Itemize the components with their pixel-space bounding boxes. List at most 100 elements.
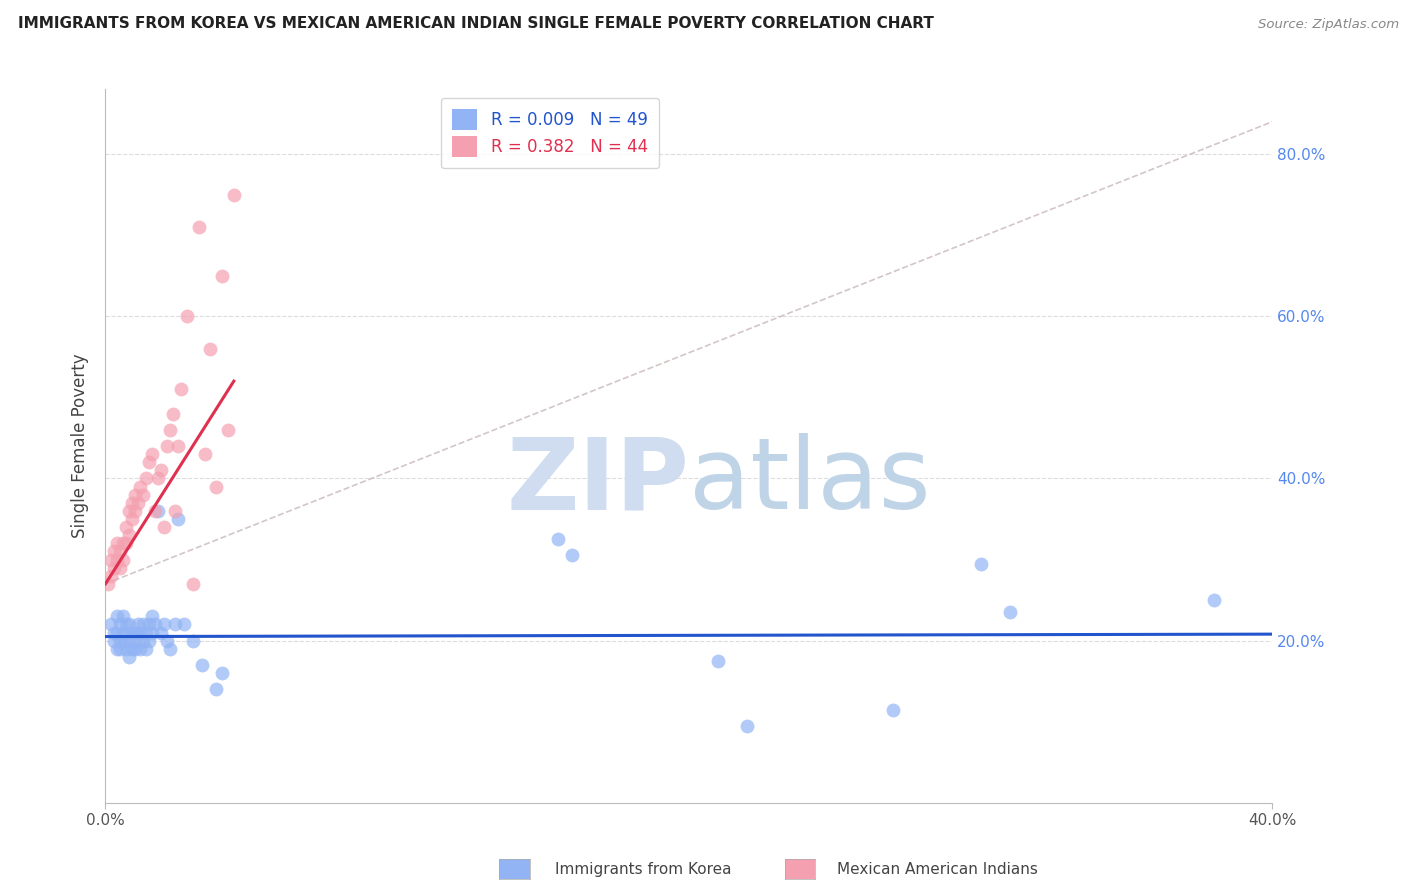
Point <box>121 641 143 656</box>
Point <box>153 520 174 534</box>
Point <box>181 633 204 648</box>
Point <box>205 479 228 493</box>
Point <box>181 577 204 591</box>
Point <box>141 625 163 640</box>
Point <box>105 625 128 640</box>
Point <box>105 641 128 656</box>
Point <box>162 407 184 421</box>
Point <box>969 557 991 571</box>
Point <box>141 609 163 624</box>
Point <box>156 439 179 453</box>
Point <box>121 512 143 526</box>
Point <box>138 633 160 648</box>
Point <box>108 641 131 656</box>
Point <box>135 641 157 656</box>
Point <box>111 625 134 640</box>
Point <box>108 633 131 648</box>
Point <box>173 617 195 632</box>
Point <box>132 488 155 502</box>
Point <box>167 512 190 526</box>
Text: Mexican American Indians: Mexican American Indians <box>837 863 1038 877</box>
Point <box>103 625 125 640</box>
Point <box>124 633 146 648</box>
Text: ZIP: ZIP <box>506 434 689 530</box>
Point <box>153 617 174 632</box>
Point <box>105 609 128 624</box>
Point <box>159 423 181 437</box>
Point <box>156 633 179 648</box>
Point <box>129 641 152 656</box>
Point <box>149 625 172 640</box>
Point <box>121 496 143 510</box>
Point <box>146 504 169 518</box>
Point <box>103 544 125 558</box>
Point <box>146 471 169 485</box>
Point <box>118 649 141 664</box>
Point <box>129 625 152 640</box>
Point <box>108 617 131 632</box>
Point <box>118 528 141 542</box>
Point <box>111 609 134 624</box>
Point <box>105 552 128 566</box>
Point <box>115 520 138 534</box>
Point <box>115 536 138 550</box>
Point <box>111 552 134 566</box>
Text: Immigrants from Korea: Immigrants from Korea <box>555 863 733 877</box>
Point <box>124 641 146 656</box>
Point <box>97 577 120 591</box>
Point <box>118 504 141 518</box>
Point <box>124 488 146 502</box>
Point <box>100 617 122 632</box>
Point <box>187 220 209 235</box>
Point <box>103 560 125 574</box>
Point <box>222 187 245 202</box>
Text: IMMIGRANTS FROM KOREA VS MEXICAN AMERICAN INDIAN SINGLE FEMALE POVERTY CORRELATI: IMMIGRANTS FROM KOREA VS MEXICAN AMERICA… <box>18 16 934 31</box>
Point <box>149 463 172 477</box>
Point <box>547 533 569 547</box>
Point <box>135 471 157 485</box>
Legend: R = 0.009   N = 49, R = 0.382   N = 44: R = 0.009 N = 49, R = 0.382 N = 44 <box>440 97 659 169</box>
Point <box>127 625 149 640</box>
Point <box>882 702 904 716</box>
Point <box>100 552 122 566</box>
Point <box>135 625 157 640</box>
Point <box>141 447 163 461</box>
Point <box>118 633 141 648</box>
Point <box>159 641 181 656</box>
Point <box>176 310 198 324</box>
Point <box>190 657 212 672</box>
Point <box>138 455 160 469</box>
Point <box>737 719 759 733</box>
Point <box>200 342 222 356</box>
Point <box>561 549 583 563</box>
Point <box>108 560 131 574</box>
Point <box>170 382 193 396</box>
Point <box>115 617 138 632</box>
Point <box>105 536 128 550</box>
Y-axis label: Single Female Poverty: Single Female Poverty <box>72 354 90 538</box>
Point <box>211 268 233 283</box>
Point <box>115 625 138 640</box>
Point <box>138 617 160 632</box>
Point <box>143 617 166 632</box>
Point <box>124 625 146 640</box>
Text: atlas: atlas <box>689 434 931 530</box>
Point <box>100 568 122 582</box>
Text: Source: ZipAtlas.com: Source: ZipAtlas.com <box>1258 18 1399 31</box>
Point <box>1202 593 1225 607</box>
Point <box>115 641 138 656</box>
Point <box>108 544 131 558</box>
Point <box>118 617 141 632</box>
Point <box>121 625 143 640</box>
Point <box>127 617 149 632</box>
Point <box>129 479 152 493</box>
Point <box>132 633 155 648</box>
Point <box>205 682 228 697</box>
Point <box>111 536 134 550</box>
Point <box>211 666 233 681</box>
Point <box>707 654 730 668</box>
Point <box>127 496 149 510</box>
Point <box>143 504 166 518</box>
Point <box>103 633 125 648</box>
Point <box>132 617 155 632</box>
